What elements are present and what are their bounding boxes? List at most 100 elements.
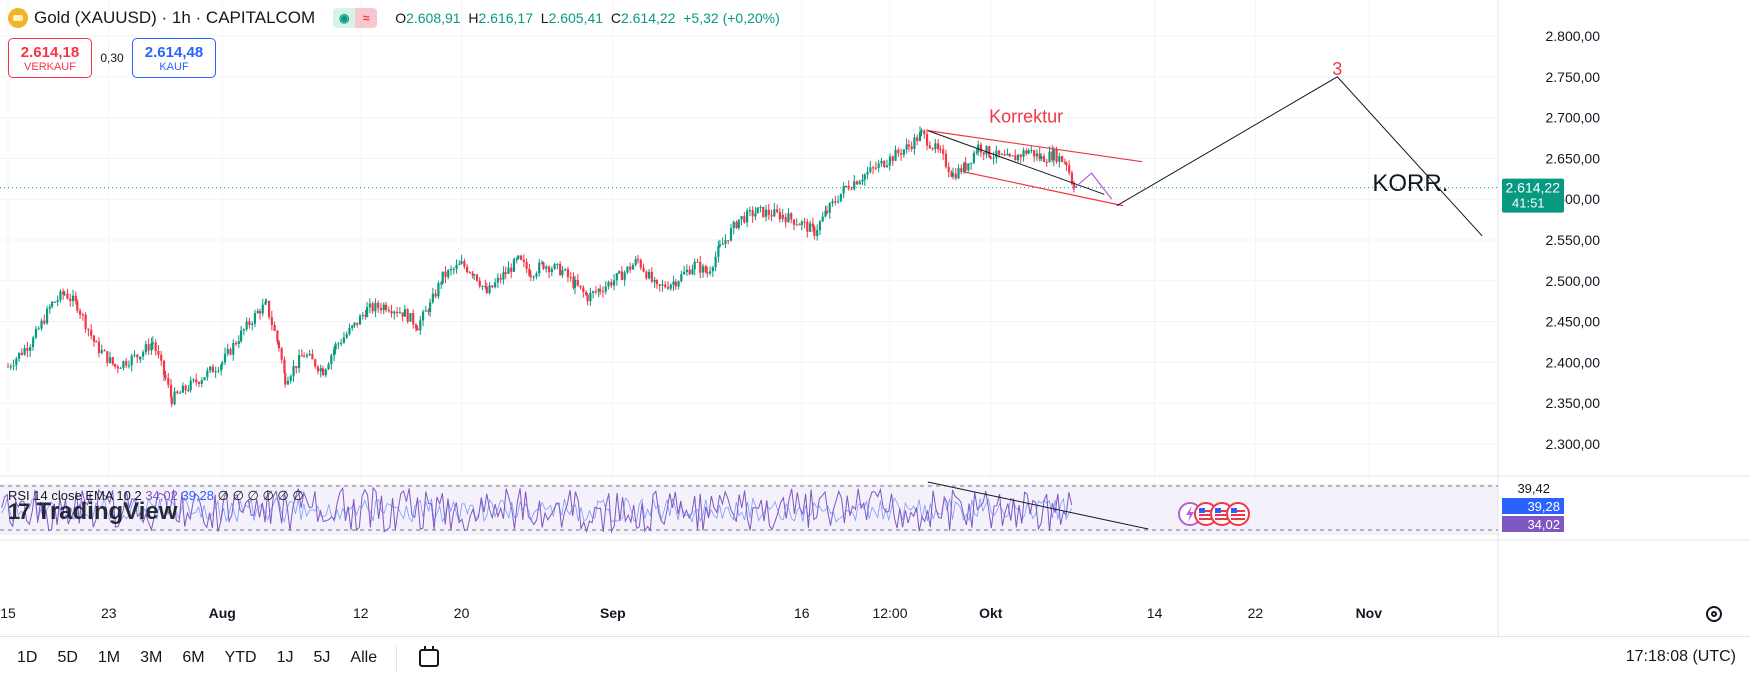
- utc-clock[interactable]: 17:18:08 (UTC): [1625, 648, 1736, 665]
- candle-body: [1022, 150, 1025, 157]
- candle-body: [773, 209, 776, 217]
- candle-body: [550, 268, 553, 273]
- candle-body: [597, 289, 600, 292]
- candle-body: [81, 314, 84, 316]
- candle-body: [781, 214, 784, 218]
- candle-body: [92, 335, 96, 342]
- candle-body: [951, 173, 955, 177]
- candle-body: [56, 299, 59, 302]
- candle-body: [510, 267, 513, 272]
- candle-body: [778, 211, 781, 220]
- candle-body: [831, 201, 834, 204]
- candle-body: [395, 311, 399, 314]
- range-ytd[interactable]: YTD: [224, 649, 257, 666]
- candle-body: [880, 160, 883, 164]
- candle-body: [599, 289, 602, 292]
- candle-body: [340, 342, 343, 344]
- candle-body: [192, 379, 195, 381]
- range-1j[interactable]: 1J: [276, 649, 294, 666]
- x-tick-label: Nov: [1356, 605, 1383, 621]
- candle-body: [300, 355, 303, 357]
- candle-body: [384, 304, 388, 310]
- price-chart[interactable]: Korrektur 3 KORR. 2.800,00 2.750,00 2.700,00…: [0, 0, 1750, 636]
- rsi-name: RSI 14 close EMA 10 2: [8, 488, 142, 503]
- tradingview-logo[interactable]: 17 TradingView: [8, 498, 177, 526]
- candle-body: [1000, 154, 1003, 156]
- status-pill[interactable]: ◉ ≈: [333, 8, 378, 28]
- current-price-label: 2.614,22: [1506, 180, 1561, 196]
- candle-body: [573, 279, 577, 288]
- candle-body: [680, 274, 683, 282]
- candle-body: [449, 269, 453, 271]
- candle-body: [66, 293, 69, 299]
- candle-body: [170, 397, 173, 405]
- candle-countdown-label: 41:51: [1512, 196, 1545, 211]
- candle-body: [942, 149, 945, 154]
- candle-body: [759, 206, 762, 208]
- candle-body: [245, 321, 248, 330]
- candle-body: [206, 370, 209, 378]
- range-5j[interactable]: 5J: [313, 649, 331, 666]
- go-to-date-calendar-icon[interactable]: [419, 646, 440, 667]
- candle-body: [63, 293, 66, 295]
- rsi-legend[interactable]: RSI 14 close EMA 10 2 34,02 39,28 ∅ ∅ ∅ …: [8, 488, 304, 504]
- candle-body: [790, 213, 793, 220]
- candle-body: [569, 276, 572, 278]
- candle-body: [515, 258, 518, 260]
- candle-body: [610, 282, 613, 286]
- flag-stripe: [1215, 514, 1229, 516]
- candle-body: [813, 226, 816, 236]
- candle-body: [762, 206, 765, 217]
- symbol-title[interactable]: Gold (XAUUSD) · 1h · CAPITALCOM: [34, 8, 316, 27]
- candle-body: [337, 343, 340, 345]
- candle-body: [905, 144, 908, 150]
- range-alle[interactable]: Alle: [350, 649, 378, 666]
- candle-body: [40, 320, 43, 329]
- candle-body: [688, 269, 691, 275]
- sell-button[interactable]: 2.614,18 VERKAUF: [8, 38, 92, 78]
- axes-layer: 2.800,002.750,002.700,002.650,002.600,00…: [0, 28, 1600, 621]
- candle-body: [431, 293, 434, 303]
- candle-body: [525, 261, 528, 269]
- candle-body: [535, 273, 538, 277]
- candle-body: [735, 221, 738, 228]
- y-tick-label: 2.700,00: [1546, 110, 1601, 126]
- range-6m[interactable]: 6M: [182, 649, 205, 666]
- candle-body: [316, 366, 320, 372]
- buy-button[interactable]: 2.614,48 KAUF: [132, 38, 216, 78]
- rsi-lines-layer: [1, 481, 1149, 534]
- range-1m[interactable]: 1M: [97, 649, 121, 666]
- candle-body: [1058, 156, 1061, 162]
- range-1d[interactable]: 1D: [17, 649, 38, 666]
- candle-body: [1011, 155, 1014, 157]
- candle-body: [330, 355, 333, 365]
- candle-body: [351, 325, 354, 328]
- candle-body: [995, 150, 998, 158]
- settings-gear-icon[interactable]: [1706, 606, 1722, 622]
- candle-body: [276, 330, 279, 342]
- candle-body: [374, 302, 377, 312]
- candle-body: [855, 181, 859, 185]
- candle-body: [883, 160, 886, 167]
- range-5d[interactable]: 5D: [57, 649, 78, 666]
- candle-body: [31, 343, 35, 348]
- candle-body: [604, 286, 607, 292]
- candle-body: [324, 369, 327, 376]
- range-3m[interactable]: 3M: [140, 649, 163, 666]
- candle-body: [393, 311, 396, 314]
- candle-body: [463, 261, 466, 267]
- candle-body: [15, 358, 18, 366]
- candle-body: [872, 167, 875, 169]
- candle-body: [141, 352, 145, 357]
- candle-body: [181, 385, 184, 393]
- candle-body: [125, 361, 128, 366]
- bottom-toolbar: 1D 5D 1M 3M 6M YTD 1J 5J Alle 17:18:08 (…: [0, 636, 1750, 679]
- x-tick-label: 12:00: [872, 605, 907, 621]
- candle-body: [429, 302, 432, 312]
- candle-body: [607, 282, 610, 287]
- data-delay-icon: ≈: [355, 8, 378, 28]
- candle-body: [589, 292, 592, 302]
- candle-body: [23, 348, 26, 355]
- candle-body: [424, 310, 427, 312]
- annotations-layer: Korrektur 3 KORR.: [927, 59, 1483, 526]
